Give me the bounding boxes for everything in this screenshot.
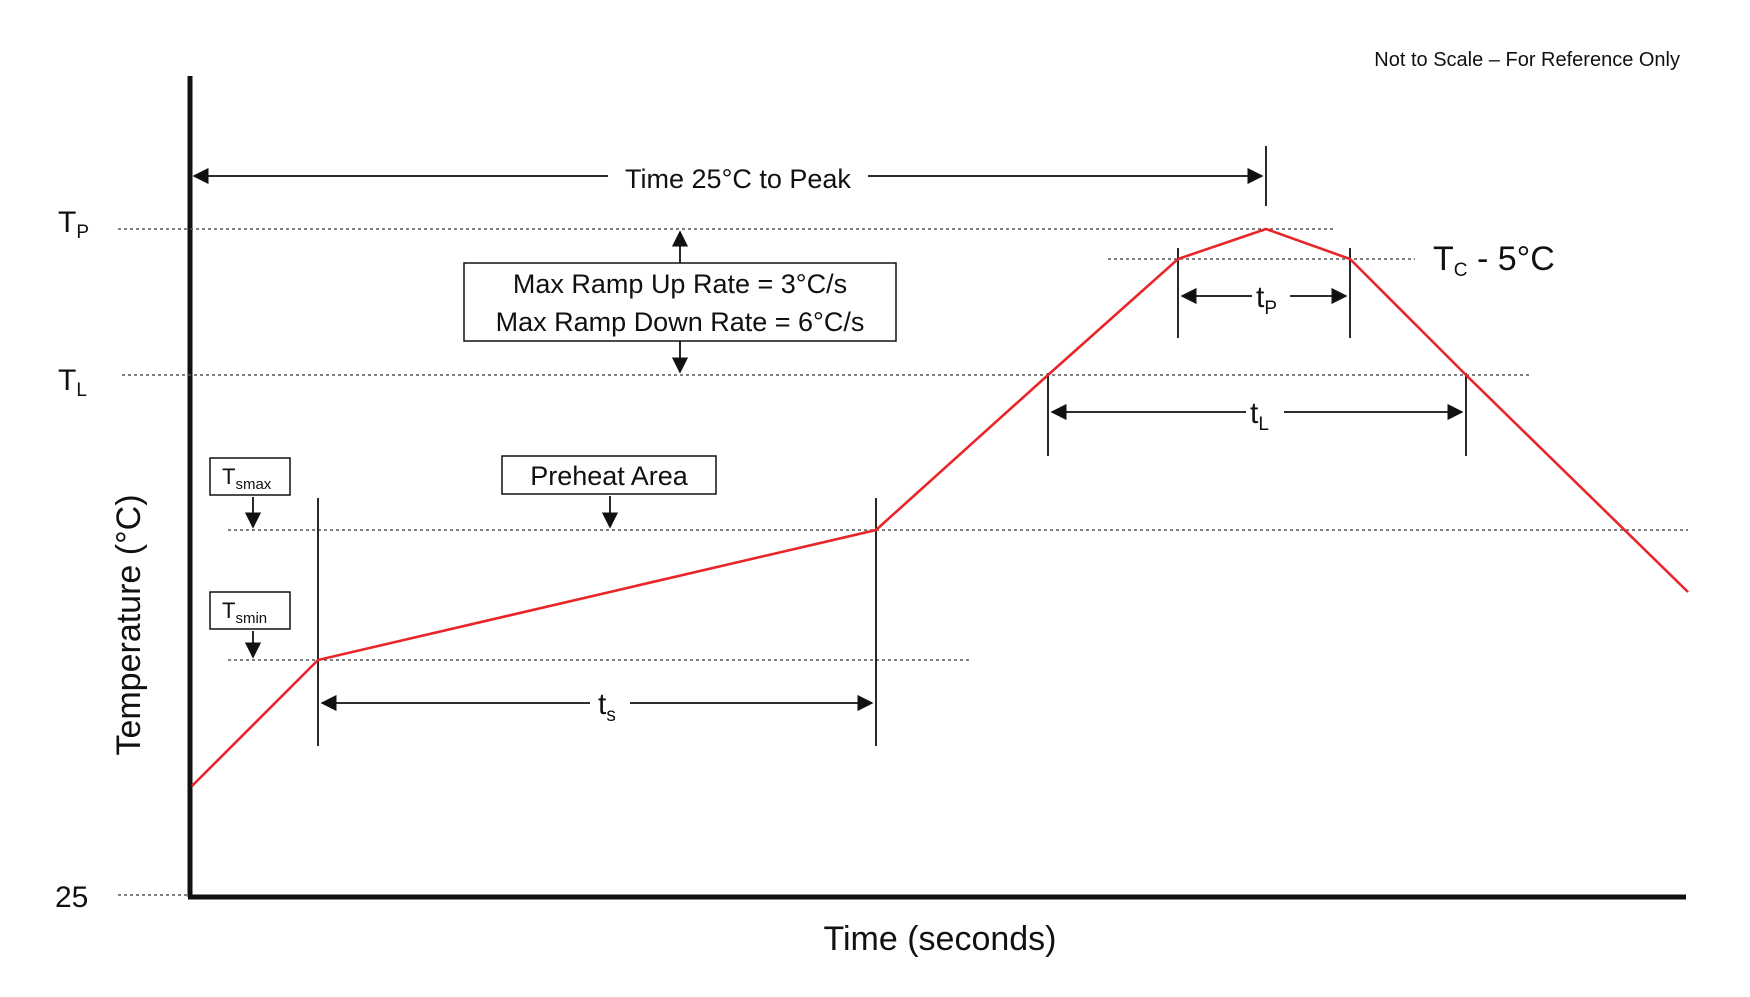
tp-label: tP [1256,281,1277,319]
tl-main: T [58,364,76,397]
tsmax-label: Tsmax [222,464,272,493]
ramp-rate-box [463,262,897,342]
y-label-tl: TL [58,364,87,401]
tsmin-label: Tsmin [222,598,267,627]
ts-sub: s [606,705,616,726]
tp-int-sub: P [1264,298,1277,319]
ts-main: t [598,688,607,721]
tl-int-sub: L [1258,414,1269,435]
tl-sub: L [76,380,87,401]
y-label-25: 25 [55,881,88,914]
tl-label: tL [1250,397,1269,435]
x-axis-title: Time (seconds) [823,920,1056,958]
ts-label: ts [598,688,616,726]
tp-sub: P [76,222,89,243]
tl-int-main: t [1250,397,1259,430]
preheat-label: Preheat Area [530,461,689,491]
preheat-box [501,455,717,495]
tsmin-main: T [222,598,235,623]
reflow-profile-curve [191,227,1689,787]
tc-label: TC - 5°C [1433,240,1555,281]
y-label-tp: TP [58,206,89,243]
tp-int-main: t [1256,281,1265,314]
tsmax-box [209,457,291,496]
tc-main: T [1433,240,1454,278]
y-axis-title: Temperature (°C) [110,494,148,755]
ramp-down-label: Max Ramp Down Rate = 6°C/s [496,307,865,337]
scale-note: Not to Scale – For Reference Only [1374,49,1680,71]
tsmin-box [209,591,291,630]
ramp-up-label: Max Ramp Up Rate = 3°C/s [513,269,847,299]
tc-suffix: - 5°C [1468,240,1555,278]
tsmax-sub: smax [235,476,271,493]
tsmax-main: T [222,464,235,489]
tsmin-sub: smin [235,610,267,627]
peak-time-label: Time 25°C to Peak [625,164,851,194]
tp-main: T [58,206,76,239]
tc-sub: C [1454,260,1468,281]
